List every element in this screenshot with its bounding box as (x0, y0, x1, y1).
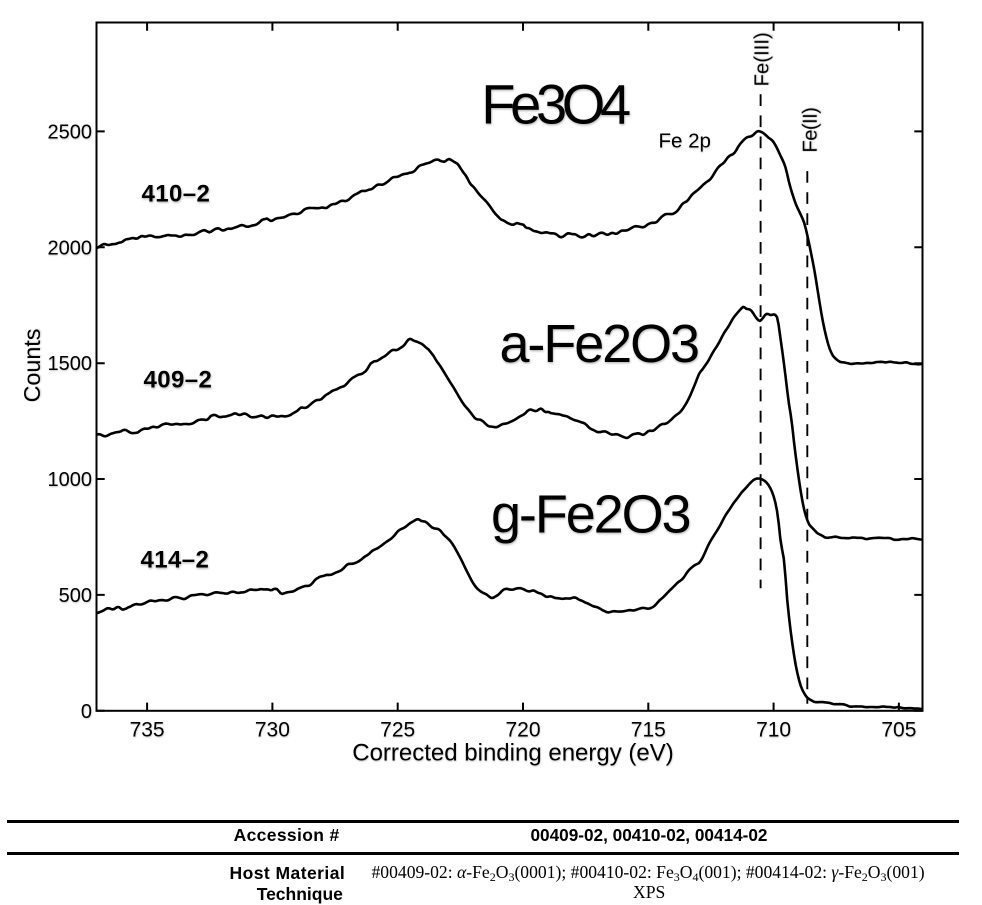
svg-text:409–2: 409–2 (144, 366, 213, 393)
svg-text:710: 710 (756, 718, 791, 741)
svg-text:725: 725 (380, 718, 415, 741)
svg-text:Fe(II): Fe(II) (800, 108, 822, 153)
svg-text:410–2: 410–2 (142, 180, 211, 207)
svg-text:735: 735 (130, 718, 165, 741)
svg-text:0: 0 (81, 701, 92, 723)
svg-text:a-Fe2O3: a-Fe2O3 (500, 314, 698, 374)
svg-text:g-Fe2O3: g-Fe2O3 (491, 485, 689, 545)
svg-text:705: 705 (881, 718, 916, 741)
svg-text:500: 500 (59, 585, 92, 607)
svg-text:Fe(III): Fe(III) (751, 32, 773, 86)
svg-text:Corrected binding energy (eV): Corrected binding energy (eV) (352, 740, 674, 767)
svg-text:720: 720 (505, 718, 540, 741)
svg-text:715: 715 (631, 718, 666, 741)
svg-text:Fe3O4: Fe3O4 (481, 72, 630, 135)
svg-text:1500: 1500 (48, 353, 93, 375)
svg-text:1000: 1000 (48, 469, 93, 491)
svg-text:730: 730 (255, 718, 290, 741)
svg-text:414–2: 414–2 (141, 547, 210, 574)
svg-text:2000: 2000 (48, 237, 93, 259)
svg-text:Fe 2p: Fe 2p (659, 129, 711, 152)
svg-text:2500: 2500 (48, 121, 93, 143)
svg-text:Counts: Counts (19, 329, 45, 403)
